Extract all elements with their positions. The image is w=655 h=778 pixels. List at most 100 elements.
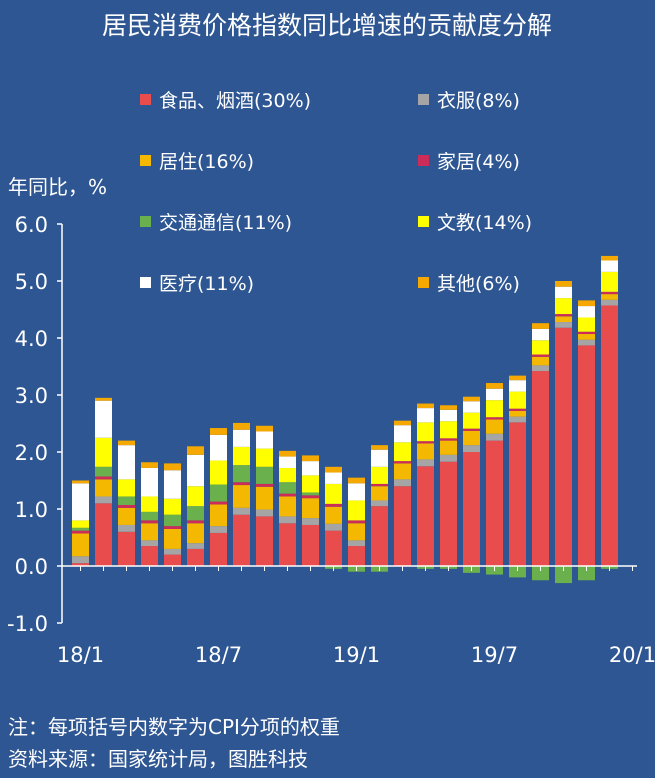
bar-segment bbox=[164, 463, 181, 471]
bar-segment bbox=[463, 445, 480, 452]
bar-segment bbox=[164, 470, 181, 499]
bar-segment bbox=[509, 422, 526, 566]
bar-segment bbox=[417, 441, 434, 444]
legend-swatch bbox=[140, 277, 151, 288]
bar-segment bbox=[463, 452, 480, 566]
bar-segment bbox=[141, 546, 158, 566]
bar-segment bbox=[601, 294, 618, 300]
bar-segment bbox=[532, 365, 549, 372]
bar-segment bbox=[325, 530, 342, 566]
bar-segment bbox=[394, 463, 411, 480]
chart-title: 居民消费价格指数同比增速的贡献度分解 bbox=[102, 11, 552, 40]
legend-swatch bbox=[418, 155, 429, 166]
footnote-source: 资料来源：国家统计局，图胜科技 bbox=[8, 747, 308, 771]
legend-swatch bbox=[140, 155, 151, 166]
bar-segment bbox=[440, 421, 457, 439]
bar-segment bbox=[601, 271, 618, 292]
y-tick-label: -1.0 bbox=[7, 612, 48, 636]
bar-segment bbox=[118, 524, 135, 532]
bar-segment bbox=[164, 498, 181, 515]
legend-label: 文教(14%) bbox=[437, 212, 532, 234]
bar-segment bbox=[578, 334, 595, 340]
bar-segment bbox=[463, 401, 480, 413]
bar-segment bbox=[279, 496, 296, 517]
bar-segment bbox=[325, 506, 342, 524]
bar-segment bbox=[440, 454, 457, 462]
bar-segment bbox=[187, 506, 204, 521]
bar-segment bbox=[555, 566, 572, 584]
bars bbox=[72, 255, 618, 584]
bar-segment bbox=[371, 506, 388, 566]
y-tick-label: 0.0 bbox=[15, 555, 48, 579]
bar-segment bbox=[417, 459, 434, 467]
bar-segment bbox=[233, 482, 250, 486]
bar-segment bbox=[509, 416, 526, 423]
bar-segment bbox=[532, 371, 549, 566]
bar-segment bbox=[394, 425, 411, 443]
bar-segment bbox=[256, 516, 273, 566]
bar-segment bbox=[118, 507, 135, 525]
bar-segment bbox=[210, 434, 227, 461]
bar-segment bbox=[486, 400, 503, 418]
bar-segment bbox=[348, 523, 365, 541]
bar-segment bbox=[164, 526, 181, 529]
bar-segment bbox=[486, 388, 503, 401]
bar-segment bbox=[348, 477, 365, 484]
bar-segment bbox=[187, 548, 204, 566]
bar-segment bbox=[440, 438, 457, 441]
bar-segment bbox=[118, 496, 135, 506]
bar-segment bbox=[509, 410, 526, 417]
bar-segment bbox=[394, 442, 411, 462]
bar-segment bbox=[256, 448, 273, 467]
bar-segment bbox=[532, 356, 549, 366]
bar-segment bbox=[118, 505, 135, 508]
bar-segment bbox=[118, 440, 135, 446]
bar-segment bbox=[417, 408, 434, 423]
bar-segment bbox=[256, 425, 273, 432]
bar-segment bbox=[371, 466, 388, 484]
bar-segment bbox=[532, 323, 549, 329]
bar-segment bbox=[302, 455, 319, 462]
bar-segment bbox=[95, 437, 112, 467]
bar-segment bbox=[348, 483, 365, 501]
bar-segment bbox=[325, 472, 342, 484]
bar-segment bbox=[486, 419, 503, 434]
bar-segment bbox=[279, 456, 296, 468]
bar-segment bbox=[210, 532, 227, 566]
x-axis: 18/1 18/7 19/1 19/7 20/1 bbox=[57, 565, 655, 667]
bar-segment bbox=[371, 486, 388, 501]
bar-segment bbox=[72, 533, 89, 557]
bar-segment bbox=[210, 428, 227, 435]
bar-segment bbox=[555, 286, 572, 299]
bar-segment bbox=[371, 445, 388, 450]
bar-segment bbox=[417, 466, 434, 566]
y-tick-label: 3.0 bbox=[15, 384, 48, 408]
bar-segment bbox=[256, 483, 273, 487]
y-tick-label: 6.0 bbox=[15, 213, 48, 237]
y-tick-label: 5.0 bbox=[15, 270, 48, 294]
bar-segment bbox=[509, 408, 526, 411]
bar-segment bbox=[302, 475, 319, 493]
bar-segment bbox=[187, 446, 204, 455]
bar-segment bbox=[325, 483, 342, 504]
bar-segment bbox=[187, 486, 204, 507]
bar-segment bbox=[279, 523, 296, 566]
bar-segment bbox=[141, 511, 158, 521]
bar-segment bbox=[555, 316, 572, 323]
bar-segment bbox=[141, 462, 158, 468]
bar-segment bbox=[371, 449, 388, 467]
bar-segment bbox=[302, 498, 319, 519]
bar-segment bbox=[233, 514, 250, 566]
bar-segment bbox=[164, 548, 181, 555]
bar-segment bbox=[141, 540, 158, 547]
bar-segment bbox=[532, 340, 549, 355]
bar-segment bbox=[256, 466, 273, 484]
bar-segment bbox=[256, 509, 273, 517]
bar-segment bbox=[417, 403, 434, 409]
bar-segment bbox=[210, 526, 227, 533]
x-tick-label: 20/1 bbox=[609, 643, 655, 667]
bar-segment bbox=[578, 566, 595, 581]
bar-segment bbox=[279, 450, 296, 457]
bar-segment bbox=[302, 524, 319, 566]
legend-swatch bbox=[140, 94, 151, 105]
